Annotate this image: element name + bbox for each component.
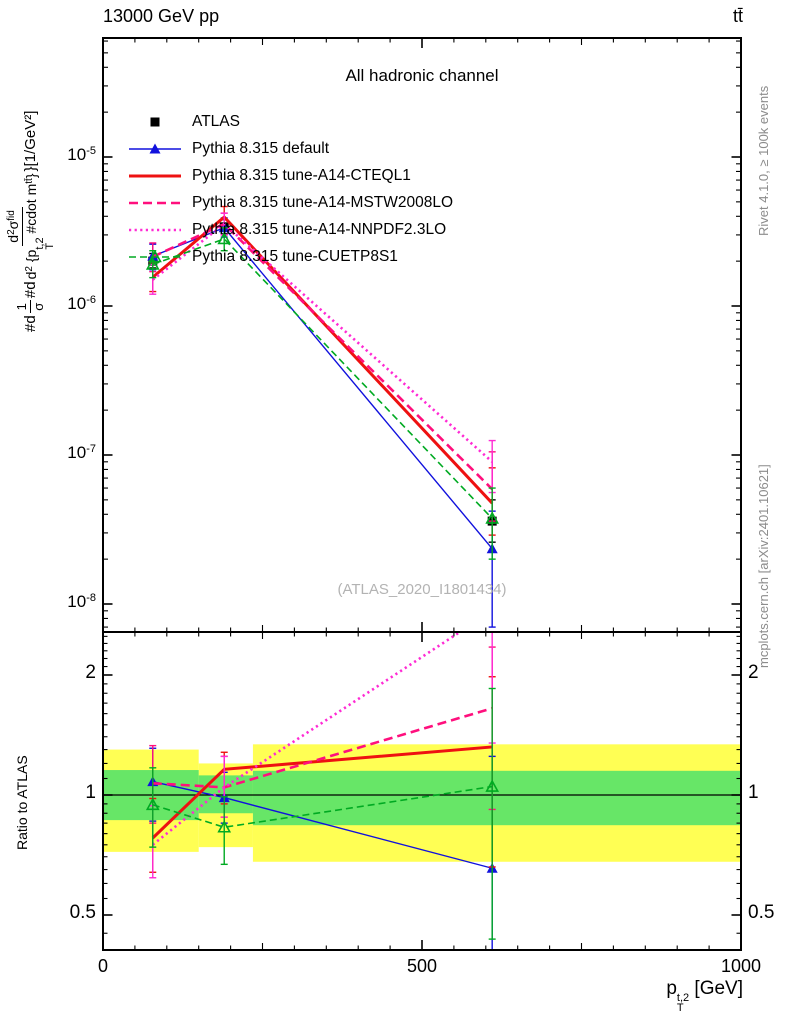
series-line xyxy=(152,226,493,550)
legend-swatch xyxy=(129,143,181,154)
legend-item: ATLAS xyxy=(128,109,240,135)
ratio-uncertainty-bands xyxy=(103,744,741,862)
x-axis-label: p t,2 T [GeV] xyxy=(666,978,743,1014)
legend-item: Pythia 8.315 default xyxy=(128,136,329,162)
ratio-y-tick-label-left: 1 xyxy=(85,782,96,803)
legend-swatch xyxy=(129,228,181,232)
marker-triangle-open xyxy=(145,797,160,811)
ratio-y-tick-label-right: 0.5 xyxy=(748,902,775,923)
ylabel-mid: #d xyxy=(21,281,39,299)
legend-item: Pythia 8.315 tune-A14-NNPDF2.3LO xyxy=(128,217,446,243)
main-y-tick-label: 10-8 xyxy=(67,592,96,611)
ylabel-unit: [1/GeV²] xyxy=(21,110,39,167)
legend-marker-square xyxy=(150,117,160,127)
ratio-panel-frame xyxy=(102,631,742,951)
x-tick-label: 1000 xyxy=(720,956,762,976)
ratio-y-tick-label-left: 2 xyxy=(85,662,96,683)
analysis-watermark: (ATLAS_2020_I1801434) xyxy=(337,581,507,598)
legend-item: Pythia 8.315 tune-A14-CTEQL1 xyxy=(128,163,411,189)
marker-triangle-open xyxy=(485,779,500,792)
legend-label: Pythia 8.315 tune-A14-MSTW2008LO xyxy=(192,194,454,211)
x-axis-label-base: p xyxy=(666,978,677,999)
series-line xyxy=(151,222,494,463)
series-ratio xyxy=(145,687,500,940)
series-main xyxy=(147,217,498,628)
legend-label: Pythia 8.315 tune-A14-CTEQL1 xyxy=(192,167,411,184)
rivet-version-caption: Rivet 4.1.0, ≥ 100k events xyxy=(756,85,771,236)
legend-label: Pythia 8.315 tune-CUETP8S1 xyxy=(192,248,398,265)
main-y-tick-label: 10-5 xyxy=(67,145,96,164)
series-ratio-line xyxy=(152,785,493,829)
marker-triangle-open xyxy=(217,820,232,833)
ylabel-suffix-brace: } xyxy=(21,166,39,172)
ratio-y-tick-label-right: 2 xyxy=(748,662,759,683)
marker-triangle-open xyxy=(485,511,500,524)
legend-swatch xyxy=(129,249,181,263)
series-ratio-line xyxy=(151,632,463,846)
legend-swatch xyxy=(129,174,181,178)
x-axis-label-supsub: t,2 T xyxy=(676,992,690,1014)
beam-energy-label: 13000 GeV pp xyxy=(103,6,220,26)
legend-item: Pythia 8.315 tune-CUETP8S1 xyxy=(128,244,398,270)
legend-label: Pythia 8.315 tune-A14-NNPDF2.3LO xyxy=(192,221,447,238)
marker-triangle-open xyxy=(145,257,160,270)
process-label: tt̄ xyxy=(732,6,743,26)
panel-title: All hadronic channel xyxy=(345,66,499,85)
legend-item: Pythia 8.315 tune-A14-MSTW2008LO xyxy=(128,190,453,216)
mcplots-arxiv-caption: mcplots.cern.ch [arXiv:2401.10621] xyxy=(756,464,771,668)
main-y-tick-label: 10-7 xyxy=(67,443,96,462)
legend-marker-triangle xyxy=(149,143,161,154)
ratio-y-tick-label-left: 0.5 xyxy=(69,902,96,923)
legend-label: ATLAS xyxy=(192,113,240,130)
ratio-y-tick-label-right: 1 xyxy=(748,782,759,803)
legend-label: Pythia 8.315 default xyxy=(192,140,330,157)
marker-triangle-open xyxy=(217,231,232,245)
legend-swatch xyxy=(129,201,181,205)
ylabel-frac-dsigma: d2σfid d2 {p t,2 T #cdot mtt̄} xyxy=(5,173,56,280)
legend-swatch xyxy=(150,117,160,127)
x-tick-label: 500 xyxy=(406,956,438,976)
green-band xyxy=(252,770,741,826)
main-y-tick-label: 10-6 xyxy=(67,294,96,313)
series-line xyxy=(152,237,493,520)
x-axis-label-unit: [GeV] xyxy=(689,978,743,999)
ylabel-lead: #d xyxy=(21,315,39,332)
ratio-axis-label: Ratio to ATLAS xyxy=(14,755,30,850)
legend-marker-triangle-open xyxy=(148,249,162,263)
x-tick-label: 0 xyxy=(97,956,108,976)
series-main xyxy=(145,227,500,560)
series-main xyxy=(149,212,496,494)
